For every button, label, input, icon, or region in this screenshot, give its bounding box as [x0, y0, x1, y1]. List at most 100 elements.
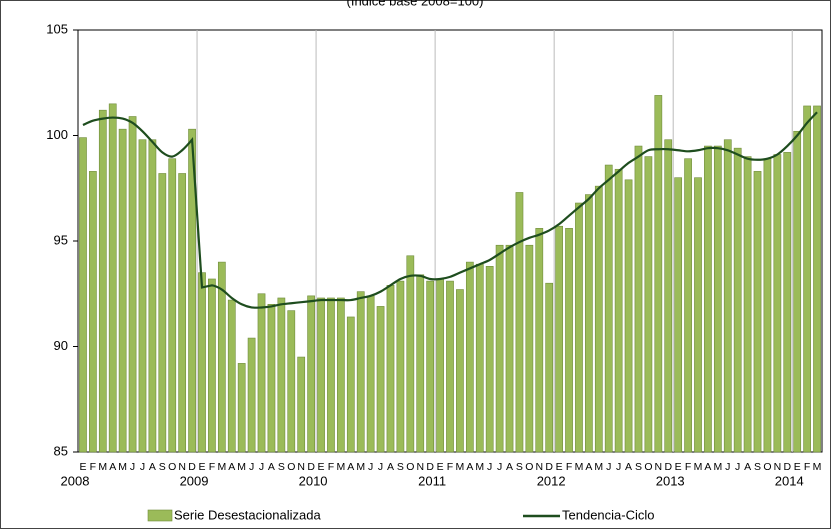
- x-tick-label: S: [159, 461, 166, 473]
- bar: [376, 306, 385, 453]
- year-label: 2013: [656, 473, 685, 488]
- x-tick-label: J: [606, 461, 611, 473]
- x-tick-label: M: [575, 461, 584, 473]
- year-label: 2011: [418, 473, 446, 488]
- bar: [505, 244, 514, 453]
- bar: [416, 274, 425, 453]
- x-tick-label: M: [813, 461, 822, 473]
- x-tick-label: D: [426, 461, 434, 473]
- x-tick-label: J: [487, 461, 492, 473]
- bar: [89, 171, 97, 453]
- x-tick-label: A: [268, 461, 275, 473]
- bar: [535, 228, 544, 453]
- legend-swatch: [147, 509, 173, 522]
- x-tick-label: S: [635, 461, 642, 473]
- year-label: 2008: [61, 473, 90, 488]
- bar: [694, 177, 702, 453]
- bar: [525, 244, 534, 453]
- bar: [227, 299, 236, 453]
- bar: [128, 116, 137, 453]
- bar: [585, 194, 593, 453]
- bar: [356, 291, 365, 453]
- bar: [208, 278, 216, 453]
- bar: [465, 261, 474, 453]
- bar: [158, 173, 167, 453]
- bar: [684, 158, 692, 453]
- bar: [624, 179, 633, 453]
- x-tick-label: N: [178, 461, 186, 473]
- x-tick-label: E: [675, 461, 682, 473]
- bar: [217, 261, 226, 453]
- bar: [426, 280, 435, 453]
- bar: [664, 139, 673, 453]
- bar: [575, 202, 583, 453]
- x-tick-label: E: [794, 461, 801, 473]
- x-tick-label: J: [140, 461, 145, 473]
- bar: [723, 139, 732, 453]
- x-tick-label: J: [368, 461, 373, 473]
- bar: [237, 363, 246, 453]
- bar: [436, 278, 444, 453]
- x-tick-label: J: [735, 461, 740, 473]
- bar: [118, 128, 127, 453]
- x-tick-label: O: [406, 461, 414, 473]
- bar: [555, 225, 563, 453]
- bar: [79, 137, 87, 453]
- x-tick-label: F: [566, 461, 572, 473]
- bar: [108, 103, 117, 453]
- y-tick-label: 85: [54, 443, 68, 458]
- bar: [654, 95, 663, 453]
- bar: [446, 280, 454, 453]
- x-tick-label: N: [297, 461, 305, 473]
- x-tick-label: A: [744, 461, 751, 473]
- x-tick-label: A: [109, 461, 116, 473]
- bar: [594, 185, 603, 453]
- bar: [366, 295, 375, 453]
- x-tick-label: O: [525, 461, 533, 473]
- x-tick-label: M: [475, 461, 484, 473]
- x-tick-label: O: [644, 461, 652, 473]
- x-tick-label: S: [754, 461, 761, 473]
- bar: [168, 158, 177, 453]
- x-tick-label: A: [704, 461, 711, 473]
- x-tick-label: D: [664, 461, 672, 473]
- y-tick-label: 95: [54, 232, 68, 247]
- bar: [773, 154, 782, 453]
- bar: [277, 297, 286, 453]
- bar: [485, 266, 494, 453]
- x-tick-label: D: [783, 461, 791, 473]
- year-label: 2009: [180, 473, 209, 488]
- bar: [346, 316, 355, 453]
- bar: [198, 272, 206, 453]
- x-tick-label: E: [556, 461, 563, 473]
- bar: [396, 280, 405, 453]
- bar: [545, 282, 554, 453]
- legend-label: Tendencia-Ciclo: [562, 507, 655, 522]
- bar: [783, 152, 792, 453]
- x-tick-label: E: [198, 461, 205, 473]
- year-label: 2012: [537, 473, 566, 488]
- bar: [257, 293, 266, 453]
- x-tick-label: A: [228, 461, 235, 473]
- x-tick-label: A: [466, 461, 473, 473]
- x-tick-label: F: [447, 461, 453, 473]
- bar: [604, 164, 613, 453]
- bar: [515, 192, 524, 453]
- bar: [803, 105, 811, 453]
- x-tick-label: A: [585, 461, 592, 473]
- x-tick-label: F: [804, 461, 810, 473]
- x-tick-label: M: [217, 461, 226, 473]
- bar: [386, 285, 395, 453]
- x-tick-label: M: [237, 461, 246, 473]
- x-tick-label: A: [625, 461, 632, 473]
- x-tick-label: N: [416, 461, 424, 473]
- bar: [793, 130, 802, 453]
- bar: [644, 156, 653, 453]
- bar: [188, 128, 196, 453]
- bar: [297, 356, 306, 453]
- bar: [98, 109, 107, 453]
- x-tick-label: F: [685, 461, 691, 473]
- x-tick-label: M: [356, 461, 365, 473]
- x-tick-label: N: [535, 461, 543, 473]
